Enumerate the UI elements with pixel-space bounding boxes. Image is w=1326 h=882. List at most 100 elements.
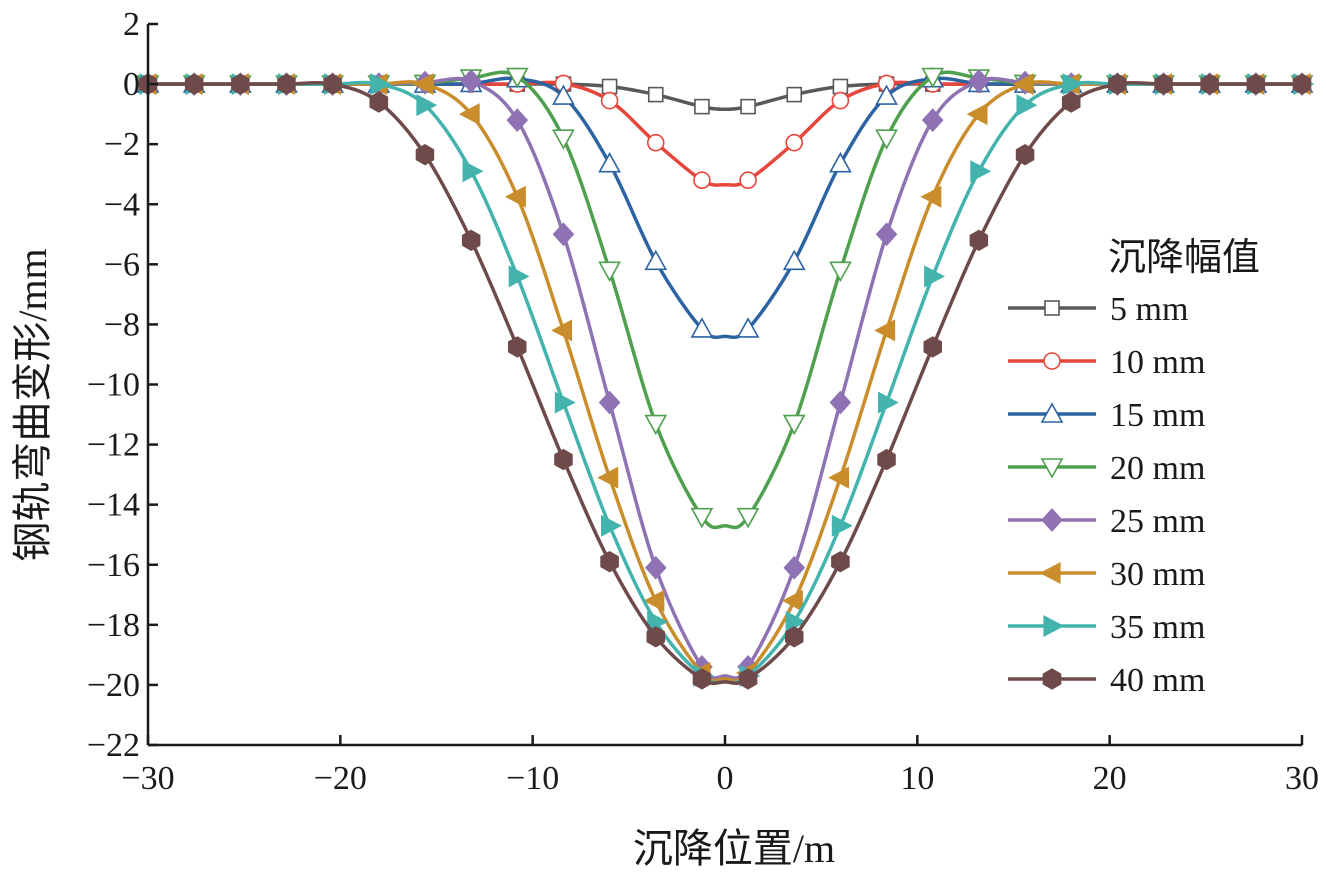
legend-item: 10 mm [1008,344,1205,381]
y-tick-label: −18 [87,607,140,644]
data-point [966,103,988,126]
data-point [877,391,899,414]
data-point [781,589,803,612]
data-point [829,390,852,415]
legend-label: 10 mm [1110,344,1205,381]
legend-item: 25 mm [1008,503,1205,540]
data-point [600,91,619,110]
legend-label: 5 mm [1110,291,1188,328]
data-point [782,414,806,436]
series-layer [135,67,1315,690]
legend-marker [1042,668,1062,690]
data-point [647,86,664,103]
legend-item: 5 mm [1008,291,1188,328]
data-point [1154,73,1173,95]
data-point [1016,94,1038,117]
data-point [598,152,621,173]
data-point [736,507,760,529]
data-point [508,336,527,358]
data-point [644,414,668,436]
x-tick-label: 20 [1093,760,1127,797]
y-tick-label: −14 [87,487,140,524]
data-point [506,108,529,133]
x-tick-label: −20 [314,760,367,797]
data-point [921,108,944,133]
x-tick-label: −30 [121,760,174,797]
data-point [970,160,992,183]
data-point [740,98,756,115]
data-point [875,129,898,150]
legend-marker [1043,615,1065,637]
data-point [782,249,806,271]
legend-marker [1039,562,1061,584]
legend-item: 30 mm [1008,556,1205,593]
data-point [1015,144,1035,166]
data-point [370,73,392,96]
data-point [643,589,665,612]
ticks: −30 −20 −10 0 10 20 3020−2−4−6−8−10−12−14−16−1… [87,6,1319,797]
y-tick-label: −10 [87,367,140,404]
data-point [968,69,990,93]
y-axis-title: 钢轨弯曲变形/mm [10,248,55,561]
data-point [1012,73,1034,96]
data-point [461,229,481,251]
series-line [148,81,1302,685]
data-point [694,98,710,115]
legend-item: 35 mm [1008,609,1205,646]
data-point [552,84,575,105]
x-tick-label: 30 [1285,760,1319,797]
data-point [875,84,898,105]
data-point [369,91,389,113]
data-point [785,133,804,152]
data-point [920,185,942,208]
data-point [323,73,342,95]
data-point [600,514,622,537]
data-point [504,185,526,208]
data-point [1062,73,1084,96]
data-point [693,171,711,190]
data-point [552,222,575,247]
data-point [505,67,529,89]
legend-item: 40 mm [1008,662,1205,699]
data-point [690,507,714,529]
x-tick-label: −10 [506,760,559,797]
legend-label: 30 mm [1110,556,1205,593]
data-point [1200,73,1219,95]
series-line [148,82,1302,112]
data-point [783,555,806,580]
data-point [460,69,482,93]
x-tick-label: 10 [900,760,934,797]
y-tick-label: −8 [104,306,140,343]
legend-item: 20 mm [1008,450,1205,487]
data-point [829,152,852,173]
data-point [600,551,619,573]
data-point [1108,73,1127,95]
legend-marker [1043,352,1061,370]
series-line [148,80,1302,187]
data-point [874,319,896,342]
data-point [598,261,621,282]
legend-item: 15 mm [1008,397,1205,434]
data-point [969,229,989,251]
legend-marker [1040,458,1064,479]
data-point [785,610,807,633]
data-point [832,78,849,95]
data-point [462,160,484,183]
data-point [1292,73,1312,95]
data-point [690,317,714,338]
data-point [829,261,852,282]
legend-marker [1041,508,1063,532]
data-point [923,336,943,358]
data-point [551,319,573,342]
data-point [184,73,204,95]
legend-label: 40 mm [1110,662,1205,699]
data-point [646,133,665,152]
data-point [831,91,850,110]
legend-marker [1040,402,1064,423]
y-tick-label: −22 [87,727,140,764]
y-tick-label: 2 [123,6,140,43]
data-point [647,610,669,633]
data-point [877,448,896,471]
series-40mm [138,73,1312,690]
data-point [831,551,850,573]
